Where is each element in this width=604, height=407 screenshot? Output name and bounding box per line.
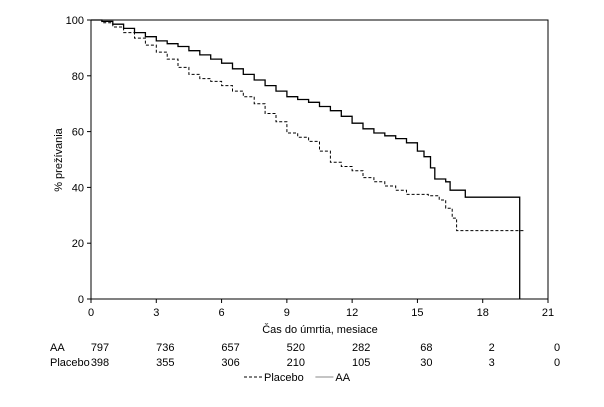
risk-value: 797 bbox=[91, 342, 109, 354]
risk-value: 105 bbox=[352, 357, 370, 369]
risk-value: 2 bbox=[489, 342, 495, 354]
risk-value: 306 bbox=[221, 357, 239, 369]
x-axis-title: Čas do úmrtia, mesiace bbox=[262, 323, 378, 336]
risk-value: 210 bbox=[287, 357, 305, 369]
y-axis: 0 20 40 60 80 100 bbox=[66, 15, 91, 306]
risk-value: 355 bbox=[156, 357, 174, 369]
legend-label-placebo: Placebo bbox=[264, 372, 304, 384]
risk-value: 520 bbox=[287, 342, 305, 354]
y-tick-label: 60 bbox=[72, 127, 84, 139]
risk-row-label: Placebo bbox=[50, 357, 90, 369]
risk-value: 657 bbox=[221, 342, 239, 354]
x-tick-label: 9 bbox=[284, 307, 290, 319]
x-tick-label: 15 bbox=[411, 307, 423, 319]
x-tick-label: 6 bbox=[219, 307, 225, 319]
series-line-placebo bbox=[91, 19, 525, 232]
risk-value: 3 bbox=[489, 357, 495, 369]
plot-frame bbox=[90, 19, 549, 300]
plot-border bbox=[90, 19, 549, 300]
x-tick-label: 21 bbox=[542, 307, 554, 319]
risk-value: 0 bbox=[554, 357, 560, 369]
risk-value: 282 bbox=[352, 342, 370, 354]
series-layer bbox=[91, 19, 525, 299]
x-tick-label: 0 bbox=[88, 307, 94, 319]
risk-value: 68 bbox=[420, 342, 432, 354]
risk-value: 30 bbox=[420, 357, 432, 369]
legend-label-aa: AA bbox=[335, 372, 350, 384]
series-line-aa bbox=[91, 19, 521, 299]
y-tick-label: 0 bbox=[78, 294, 84, 306]
y-tick-label: 80 bbox=[72, 71, 84, 83]
risk-table: AA 797 736 657 520 282 68 2 0 Placebo 398 355 306 210… bbox=[50, 342, 560, 369]
y-tick-label: 20 bbox=[72, 238, 84, 250]
risk-value: 736 bbox=[156, 342, 174, 354]
risk-value: 0 bbox=[554, 342, 560, 354]
legend: Placebo AA bbox=[244, 372, 351, 384]
risk-value: 398 bbox=[91, 357, 109, 369]
x-tick-label: 12 bbox=[346, 307, 358, 319]
y-tick-label: 40 bbox=[72, 182, 84, 194]
x-tick-label: 3 bbox=[153, 307, 159, 319]
y-axis-title: % prežívania bbox=[53, 127, 65, 191]
risk-row-label: AA bbox=[50, 342, 65, 354]
x-tick-label: 18 bbox=[477, 307, 489, 319]
x-axis: 0 3 6 9 12 15 18 21 bbox=[88, 299, 554, 319]
y-tick-label: 100 bbox=[66, 15, 84, 27]
